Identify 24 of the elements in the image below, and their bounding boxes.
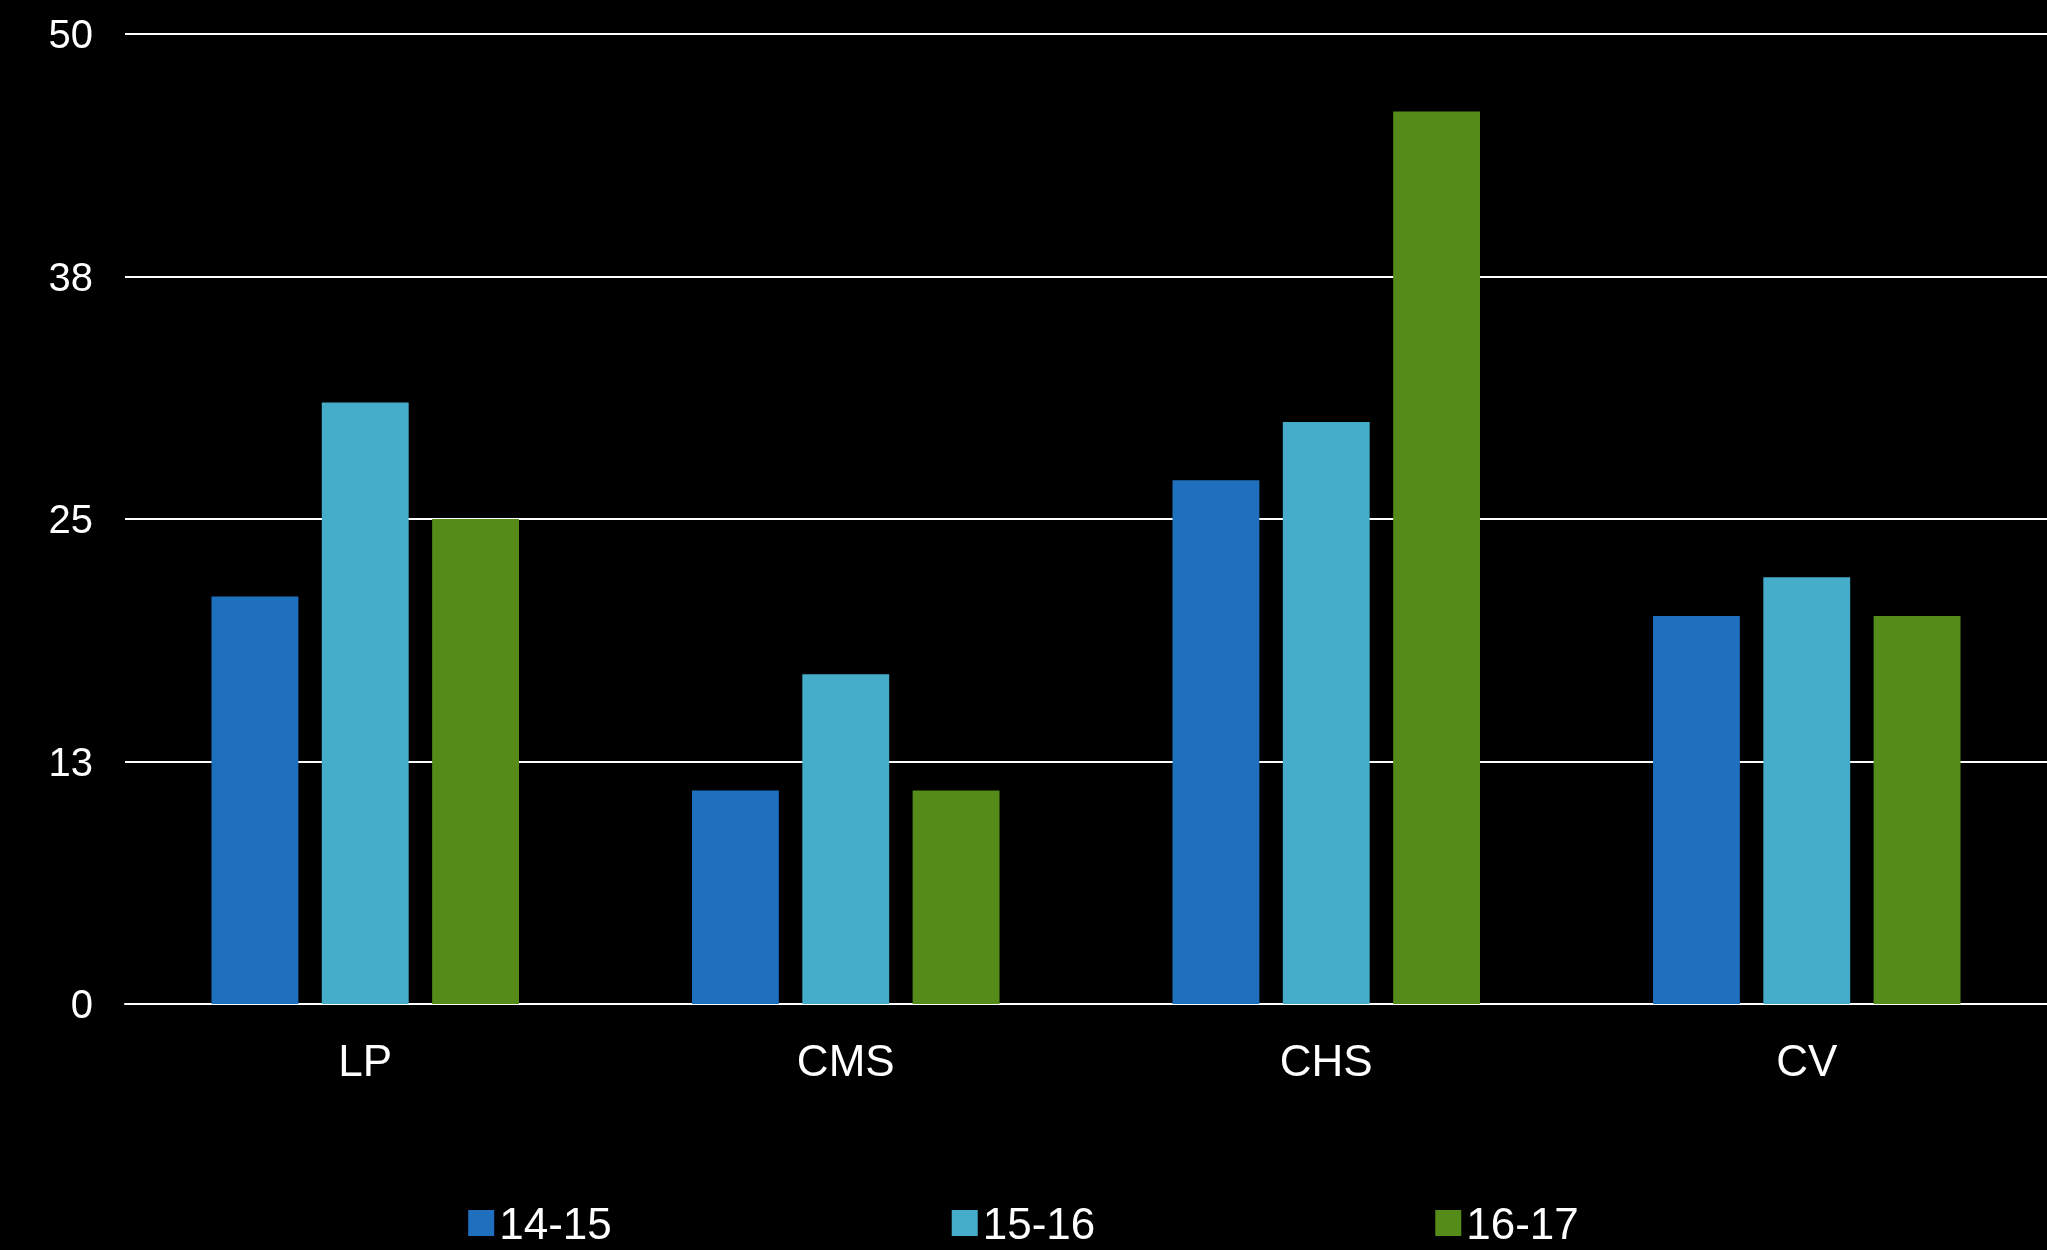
y-tick-label: 25 — [48, 497, 93, 541]
bar — [1873, 616, 1961, 1004]
y-tick-label: 0 — [70, 982, 93, 1026]
y-tick-label: 50 — [48, 12, 93, 56]
legend-label: 16-17 — [1466, 1198, 1579, 1248]
bar — [211, 596, 299, 1004]
bar — [1763, 577, 1851, 1004]
x-tick-label: CHS — [1279, 1035, 1373, 1085]
bar — [321, 402, 409, 1004]
bar — [1393, 111, 1481, 1004]
y-tick-label: 13 — [48, 739, 93, 784]
legend-label: 15-16 — [982, 1198, 1096, 1248]
legend-label: 14-15 — [499, 1198, 612, 1248]
bar — [802, 674, 890, 1004]
bar — [1282, 422, 1370, 1004]
y-tick-label: 38 — [48, 254, 93, 299]
x-tick-label: CMS — [796, 1035, 895, 1085]
bar — [691, 790, 779, 1004]
bar — [432, 519, 520, 1004]
x-tick-label: LP — [338, 1035, 393, 1085]
x-tick-label: CV — [1776, 1035, 1838, 1085]
bar — [1172, 480, 1260, 1004]
bar — [912, 790, 1000, 1004]
bar — [1652, 616, 1740, 1004]
